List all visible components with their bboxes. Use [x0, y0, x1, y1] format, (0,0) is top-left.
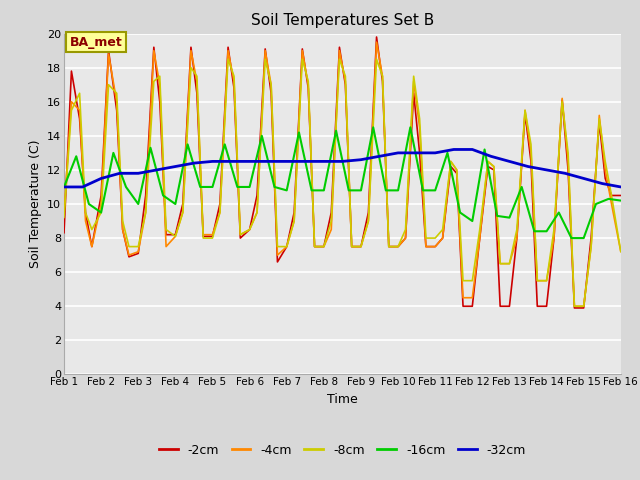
Title: Soil Temperatures Set B: Soil Temperatures Set B [251, 13, 434, 28]
X-axis label: Time: Time [327, 393, 358, 406]
Legend: -2cm, -4cm, -8cm, -16cm, -32cm: -2cm, -4cm, -8cm, -16cm, -32cm [154, 439, 531, 462]
Y-axis label: Soil Temperature (C): Soil Temperature (C) [29, 140, 42, 268]
Text: BA_met: BA_met [70, 36, 122, 48]
